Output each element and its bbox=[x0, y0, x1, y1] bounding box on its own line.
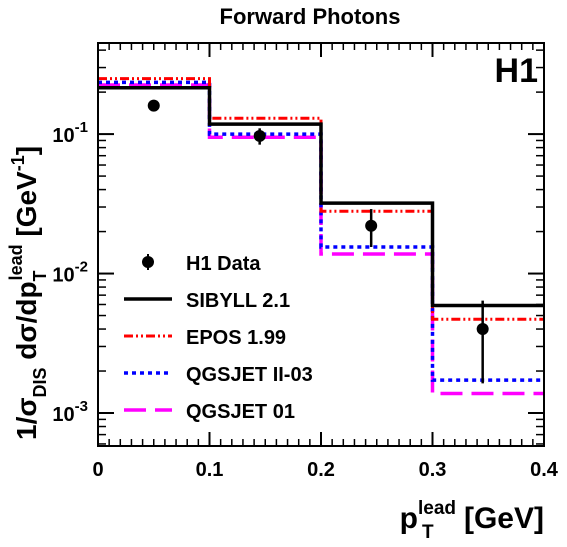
legend-label-sibyll-2-1: SIBYLL 2.1 bbox=[186, 290, 290, 312]
y-tick-label: 10-3 bbox=[52, 398, 88, 426]
x-axis-label-unit: [GeV] bbox=[456, 502, 544, 535]
experiment-label: H1 bbox=[495, 52, 538, 90]
series-step-sibyll-2-1 bbox=[98, 85, 544, 308]
x-axis-label: plead T [GeV] bbox=[400, 498, 544, 543]
data-points-group bbox=[147, 99, 489, 384]
data-point bbox=[147, 99, 160, 112]
y-tick-label: 10-2 bbox=[52, 259, 88, 287]
x-tick-label: 0 bbox=[92, 459, 103, 481]
data-point bbox=[253, 129, 266, 142]
y-axis-label-mid-sup: lead bbox=[6, 244, 26, 280]
x-tick-label: 0.1 bbox=[196, 459, 224, 481]
y-tick-label: 10-1 bbox=[52, 119, 88, 147]
chart-title: Forward Photons bbox=[220, 4, 401, 29]
legend-label-epos-1-99: EPOS 1.99 bbox=[186, 327, 286, 349]
legend-label-qgsjet-01: QGSJET 01 bbox=[186, 401, 295, 423]
x-axis-ticks: 0 0.1 0.2 0.3 0.4 bbox=[92, 43, 559, 481]
data-point bbox=[365, 219, 378, 232]
y-axis-label: 1/σDIS dσ/dpTlead [GeV-1] bbox=[6, 146, 50, 440]
x-tick-label: 0.4 bbox=[530, 459, 559, 481]
y-axis-label-mid-sub: T bbox=[30, 270, 50, 281]
x-axis-label-main: p bbox=[400, 502, 418, 535]
y-axis-label-prefix-sub: DIS bbox=[30, 367, 50, 397]
legend-label-qgsjet-ii-03: QGSJET II-03 bbox=[186, 364, 313, 386]
y-axis-label-mid: dσ/dp bbox=[11, 281, 42, 367]
legend: H1 Data SIBYLL 2.1 EPOS 1.99 QGSJET II-03 QG… bbox=[124, 253, 313, 423]
y-axis-ticks: 10-1 10-2 10-3 bbox=[52, 49, 544, 445]
x-tick-label: 0.2 bbox=[307, 459, 335, 481]
y-axis-label-unit-sup: -1 bbox=[8, 155, 28, 171]
data-point bbox=[476, 323, 489, 336]
x-axis-label-sub: T bbox=[422, 522, 434, 543]
legend-label-h1-data: H1 Data bbox=[186, 253, 261, 275]
plot-series-group bbox=[98, 77, 544, 396]
y-axis-label-unit-close: ] bbox=[11, 146, 42, 155]
x-axis-label-sup: lead bbox=[418, 498, 456, 519]
y-axis-label-prefix: 1/σ bbox=[11, 397, 42, 440]
x-tick-label: 0.3 bbox=[419, 459, 447, 481]
y-axis-label-unit: [GeV bbox=[11, 171, 42, 244]
